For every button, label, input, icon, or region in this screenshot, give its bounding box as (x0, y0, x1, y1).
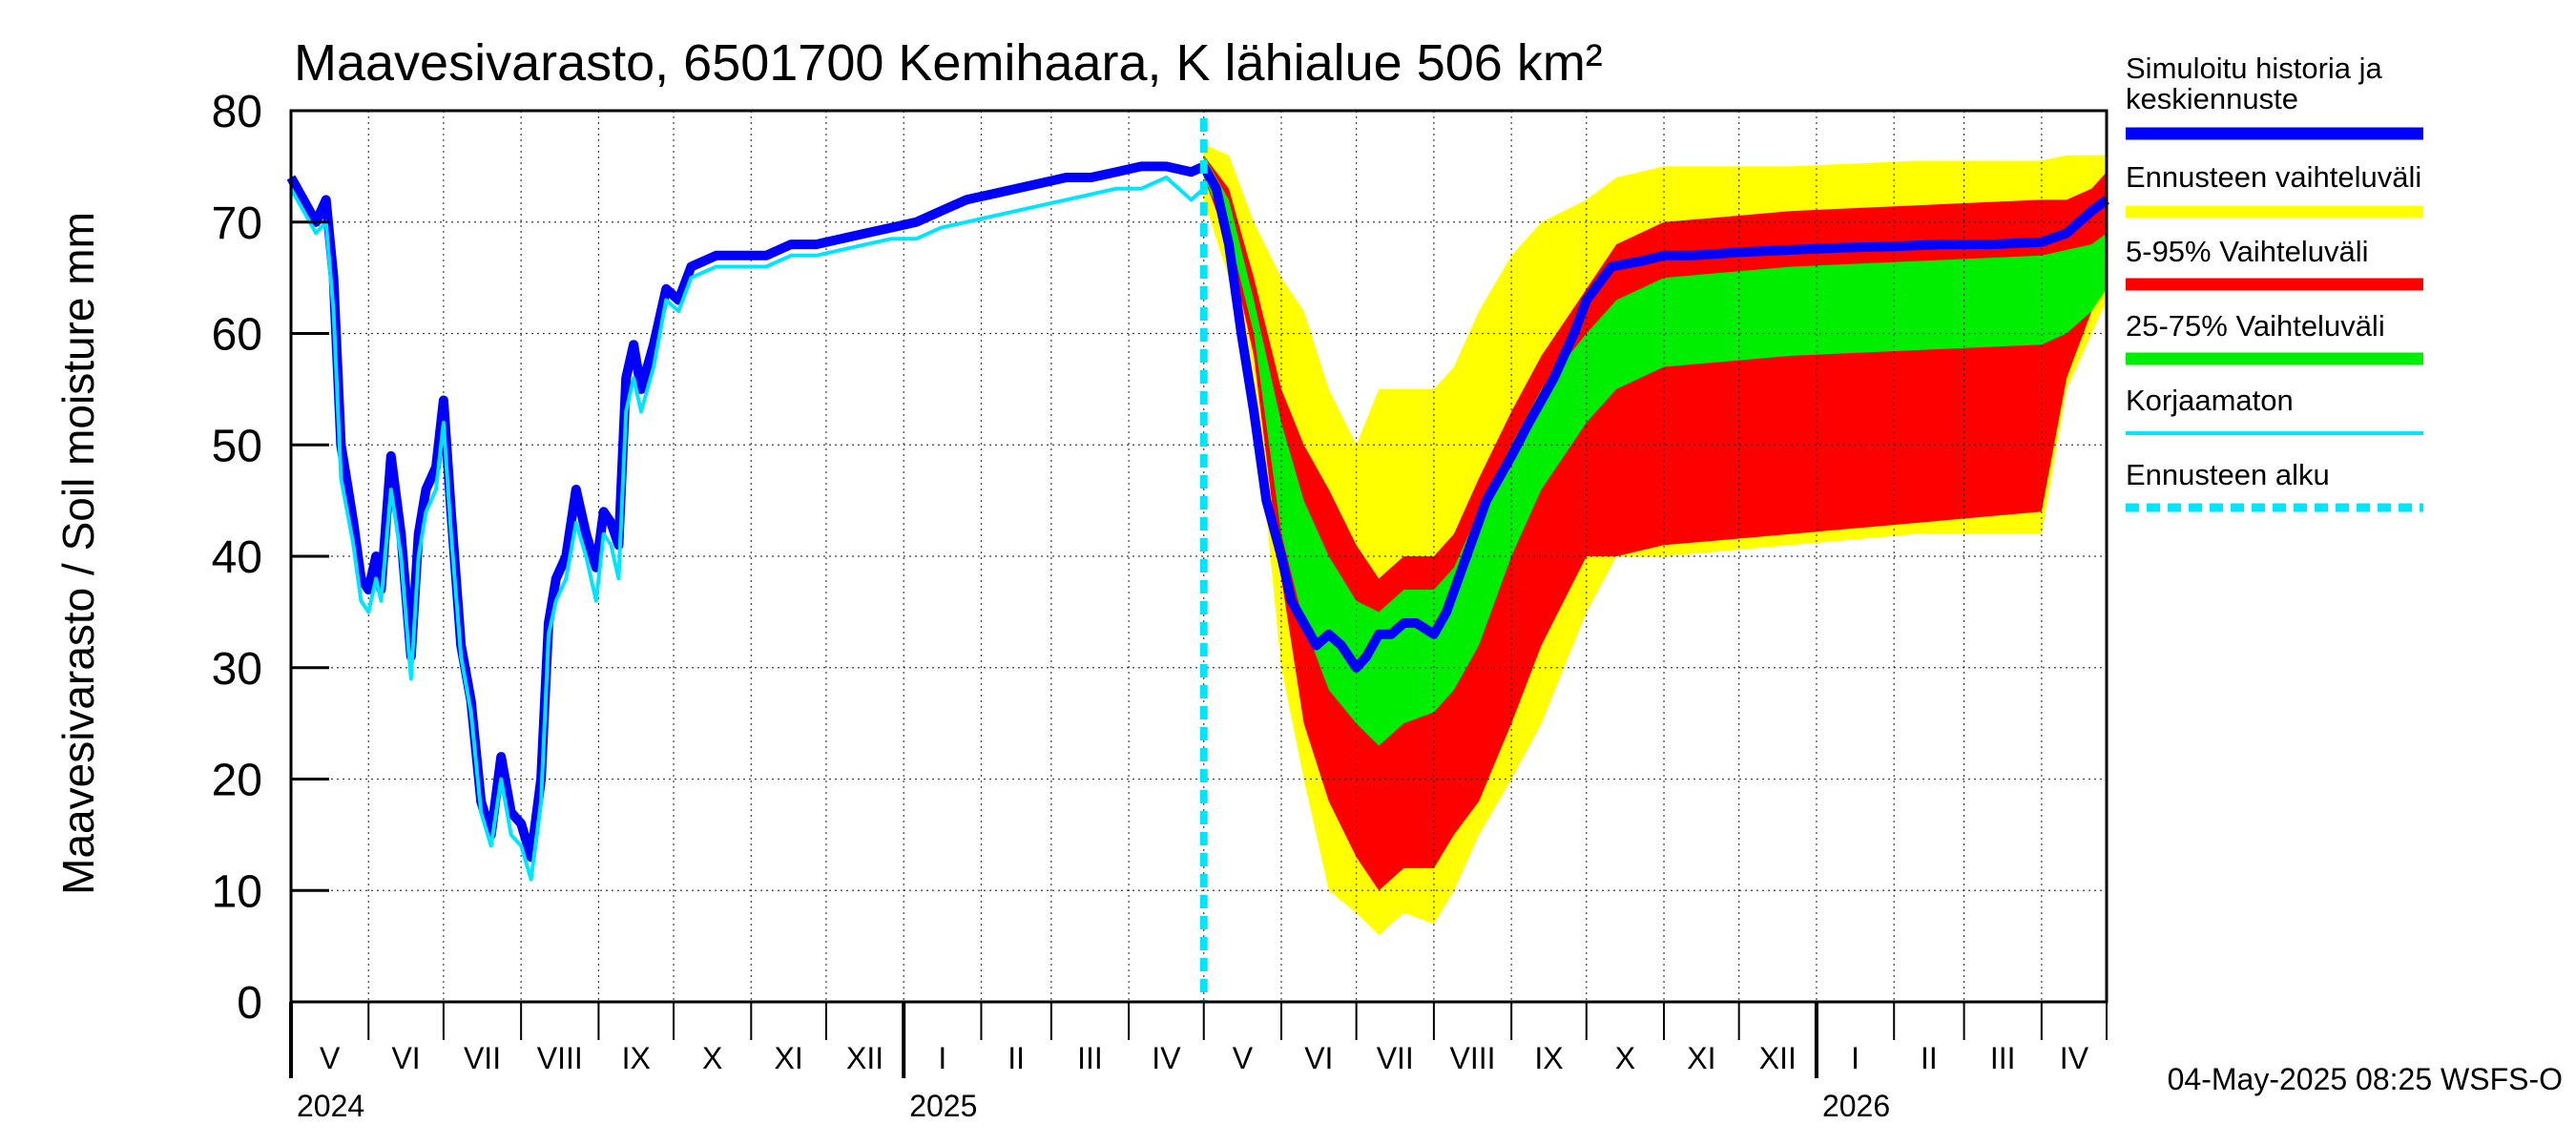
month-label-15: VIII (1450, 1041, 1496, 1075)
y-tick-label-8: 80 (212, 87, 262, 137)
year-label-2: 2026 (1822, 1089, 1890, 1123)
month-label-17: X (1615, 1041, 1635, 1075)
y-tick-label-2: 20 (212, 756, 262, 806)
month-label-1: VI (391, 1041, 420, 1075)
y-tick-label-1: 10 (212, 866, 262, 917)
month-label-6: XI (775, 1041, 803, 1075)
legend-label-5: Ennusteen alku (2126, 458, 2330, 491)
month-label-4: IX (622, 1041, 651, 1075)
y-tick-label-3: 30 (212, 644, 262, 695)
month-label-23: IV (2060, 1041, 2089, 1075)
month-label-7: XII (846, 1041, 883, 1075)
month-label-21: II (1921, 1041, 1938, 1075)
month-label-5: X (702, 1041, 722, 1075)
month-label-13: VI (1304, 1041, 1333, 1075)
month-label-10: III (1077, 1041, 1103, 1075)
month-label-8: I (938, 1041, 946, 1075)
series-0 (286, 161, 1206, 863)
legend-label-1: Ennusteen vaihteluväli (2126, 160, 2421, 194)
month-label-22: III (1990, 1041, 2016, 1075)
legend-label-0-line2: keskiennuste (2126, 82, 2298, 115)
y-tick-label-4: 40 (212, 532, 262, 583)
legend-label-0-line1: Simuloitu historia ja (2126, 52, 2383, 85)
month-label-11: IV (1152, 1041, 1181, 1075)
timestamp-footer: 04-May-2025 08:25 WSFS-O (2168, 1062, 2563, 1096)
y-tick-label-6: 60 (212, 310, 262, 361)
legend-label-3: 25-75% Vaihteluväli (2126, 309, 2385, 343)
y-tick-label-0: 0 (237, 978, 262, 1029)
year-label-1: 2025 (909, 1089, 977, 1123)
month-label-16: IX (1534, 1041, 1563, 1075)
month-label-0: V (320, 1041, 341, 1075)
band-2 (1203, 155, 2107, 746)
month-label-14: VII (1377, 1041, 1414, 1075)
month-label-12: V (1233, 1041, 1254, 1075)
month-label-20: I (1851, 1041, 1859, 1075)
series-1 (1199, 163, 2109, 673)
month-label-3: VIII (537, 1041, 583, 1075)
y-tick-label-5: 50 (212, 421, 262, 471)
gridlines (290, 111, 2107, 1002)
month-label-9: II (1008, 1041, 1025, 1075)
month-label-2: VII (464, 1041, 501, 1075)
chart-title: Maavesivarasto, 6501700 Kemihaara, K läh… (294, 34, 1603, 92)
month-label-19: XII (1759, 1041, 1797, 1075)
legend-label-2: 5-95% Vaihteluväli (2126, 235, 2368, 268)
series-2 (289, 176, 1206, 882)
month-label-18: XI (1687, 1041, 1715, 1075)
y-axis-label: Maavesivarasto / Soil moisture mm (53, 212, 103, 895)
legend-label-4: Korjaamaton (2126, 384, 2294, 417)
year-label-0: 2024 (297, 1089, 364, 1123)
y-tick-label-7: 70 (212, 198, 262, 249)
